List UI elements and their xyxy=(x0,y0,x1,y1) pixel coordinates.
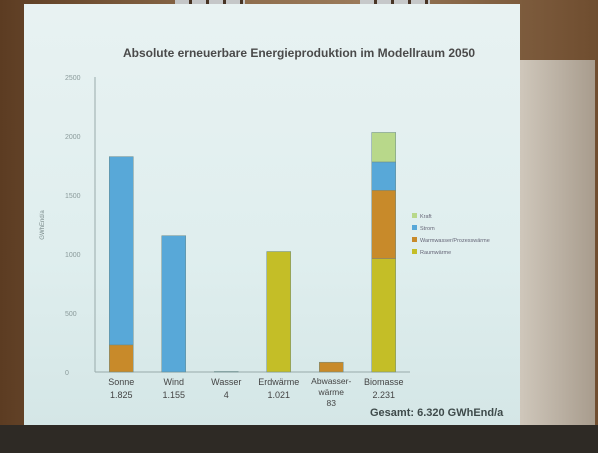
category-value-label: 1.825 xyxy=(110,390,133,400)
bar-segment xyxy=(109,156,134,346)
legend-label: Strom xyxy=(420,226,435,232)
y-axis-label: GWhEnd/a xyxy=(40,210,46,240)
screen-edge xyxy=(520,60,595,430)
bar-segment xyxy=(161,235,186,373)
category-value-label: 1.155 xyxy=(162,390,185,400)
legend-swatch xyxy=(412,213,417,218)
x-tick-label: Sonne xyxy=(108,377,134,387)
category-value-label: 1.021 xyxy=(267,390,290,400)
total-label: Gesamt: 6.320 GWhEnd/a xyxy=(370,407,504,419)
legend-label: Warmwasser/Prozesswärme xyxy=(420,238,490,244)
bar-segment xyxy=(371,161,396,191)
category-value-label: 4 xyxy=(224,390,229,400)
legend-swatch xyxy=(412,225,417,230)
category-value-label: 2.231 xyxy=(372,390,395,400)
x-tick-label: Abwasser- xyxy=(311,376,351,386)
bar-segment xyxy=(371,258,396,373)
legend-swatch xyxy=(412,237,417,242)
bar-segment xyxy=(319,361,344,373)
x-tick-label: wärme xyxy=(317,387,344,397)
bar-segment xyxy=(371,190,396,259)
floor-shadow xyxy=(0,425,598,453)
y-tick-label: 1000 xyxy=(65,252,81,259)
bar-segment xyxy=(266,251,291,373)
legend-swatch xyxy=(412,249,417,254)
y-tick-label: 500 xyxy=(65,311,77,318)
y-tick-label: 0 xyxy=(65,370,69,377)
chart-title: Absolute erneuerbare Energieproduktion i… xyxy=(122,46,476,60)
x-tick-label: Wind xyxy=(163,377,184,387)
x-tick-label: Biomasse xyxy=(364,377,404,387)
x-tick-label: Wasser xyxy=(211,377,241,387)
y-tick-label: 2500 xyxy=(65,75,81,82)
y-tick-label: 1500 xyxy=(65,193,81,200)
legend-label: Kraft xyxy=(420,214,432,220)
category-value-label: 83 xyxy=(327,398,337,408)
bar-segment xyxy=(109,344,134,373)
x-tick-label: Erdwärme xyxy=(258,377,299,387)
bar-segment xyxy=(371,132,396,163)
legend-label: Raumwärme xyxy=(420,250,451,256)
y-tick-label: 2000 xyxy=(65,134,81,141)
